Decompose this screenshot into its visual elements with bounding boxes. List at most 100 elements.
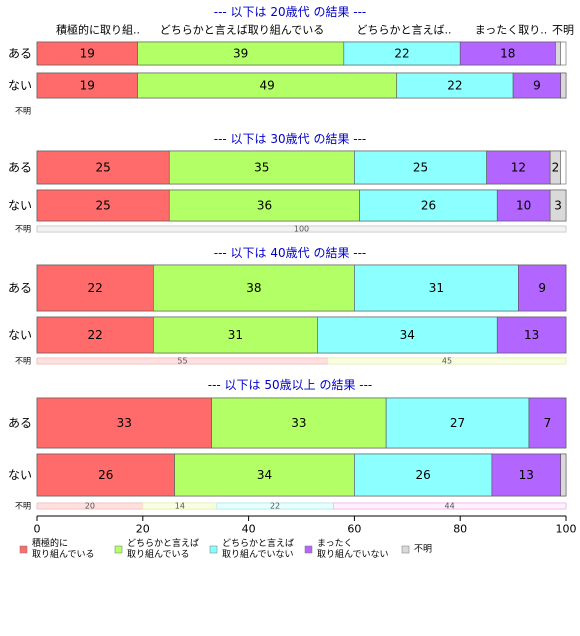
column-header: 積極的に取り組.. <box>56 23 140 37</box>
bar-segment <box>496 189 551 222</box>
bar-segment <box>153 264 355 312</box>
unknown-segment <box>327 357 567 365</box>
unknown-row-label: 不明 <box>15 357 31 366</box>
data-label: 38 <box>246 281 261 295</box>
row-label: ない <box>8 468 32 482</box>
unknown-label: 100 <box>294 225 309 234</box>
legend-swatch <box>209 545 218 554</box>
legend-label: 取り組んでいない <box>317 548 389 560</box>
bar-segment <box>528 397 567 449</box>
legend-swatch <box>114 545 123 554</box>
bar-segment <box>36 316 154 354</box>
data-label: 19 <box>80 47 95 61</box>
data-label: 22 <box>447 79 462 93</box>
panel-title: --- 以下は 30歳代 の結果 --- <box>214 132 367 146</box>
unknown-segment <box>36 225 567 233</box>
x-tick-label: 0 <box>34 523 41 536</box>
data-label: 7 <box>544 416 552 430</box>
data-label: 19 <box>80 79 95 93</box>
data-label: 49 <box>259 79 274 93</box>
data-label: 22 <box>88 328 103 342</box>
legend-label: 取り組んでいる <box>32 548 95 560</box>
unknown-label: 55 <box>177 357 187 366</box>
bar-segment <box>168 189 360 222</box>
bar-segment <box>512 72 562 99</box>
data-label: 10 <box>516 199 531 213</box>
panel-title: --- 以下は 50歳以上 の結果 --- <box>208 378 373 392</box>
unknown-label: 44 <box>445 502 455 511</box>
panel-title: --- 以下は 20歳代 の結果 --- <box>214 5 367 19</box>
data-label: 31 <box>429 281 444 295</box>
bar-segment <box>36 150 170 185</box>
unknown-row-label: 不明 <box>15 502 31 511</box>
bar-segment <box>354 150 487 185</box>
bar-segment <box>560 72 567 99</box>
legend-swatch <box>19 545 28 554</box>
x-tick-label: 60 <box>347 523 361 536</box>
bar-segment <box>168 150 355 185</box>
data-label: 2 <box>552 161 560 175</box>
data-label: 26 <box>98 468 113 482</box>
legend-label: 不明 <box>414 544 432 555</box>
unknown-row-label: 不明 <box>15 107 31 116</box>
row-label: ない <box>8 328 32 342</box>
column-header: どちらかと言えば.. <box>357 24 452 37</box>
bar-segment <box>486 150 551 185</box>
data-label: 13 <box>524 328 539 342</box>
legend-label: どちらかと言えば <box>127 537 199 549</box>
unknown-label: 14 <box>175 502 185 511</box>
data-label: 13 <box>519 468 534 482</box>
legend-label: 取り組んでいる <box>127 548 190 560</box>
data-label: 22 <box>88 281 103 295</box>
row-label: ない <box>8 79 32 93</box>
data-label: 39 <box>233 47 248 61</box>
row-label: ある <box>8 161 32 175</box>
column-header: まったく取り.. <box>475 24 548 37</box>
data-label: 18 <box>500 47 515 61</box>
data-label: 35 <box>254 161 269 175</box>
bar-segment <box>549 189 567 222</box>
bar-segment <box>496 316 567 354</box>
bar-segment <box>555 41 562 66</box>
panel-title: --- 以下は 40歳代 の結果 --- <box>214 246 367 260</box>
bar-segment <box>518 264 567 312</box>
bar-segment <box>174 453 355 497</box>
data-label: 31 <box>228 328 243 342</box>
row-label: ある <box>8 416 32 430</box>
bar-segment <box>385 397 530 449</box>
data-label: 34 <box>257 468 272 482</box>
column-header: 不明 <box>552 24 574 37</box>
data-label: 26 <box>416 468 431 482</box>
bar-segment <box>359 189 498 222</box>
x-tick-label: 100 <box>556 523 577 536</box>
bar-segment <box>560 453 567 497</box>
x-tick-label: 20 <box>136 523 150 536</box>
bar-segment <box>36 264 154 312</box>
bar-segment <box>137 72 398 99</box>
unknown-label: 45 <box>442 357 452 366</box>
legend-label: まったく <box>317 538 353 549</box>
data-label: 3 <box>554 199 562 213</box>
unknown-label: 22 <box>270 502 280 511</box>
bar-segment <box>36 453 175 497</box>
data-label: 27 <box>450 416 465 430</box>
column-header: どちらかと言えば取り組んでいる <box>160 24 324 37</box>
data-label: 25 <box>413 161 428 175</box>
legend-swatch <box>401 545 410 554</box>
bar-segment <box>396 72 514 99</box>
data-label: 33 <box>117 416 132 430</box>
bar-segment <box>354 453 493 497</box>
bar-segment <box>549 150 562 185</box>
bar-segment <box>354 264 519 312</box>
legend-label: 積極的に <box>32 537 68 549</box>
data-label: 25 <box>95 199 110 213</box>
row-label: ある <box>8 281 32 295</box>
bar-segment <box>153 316 318 354</box>
unknown-label: 20 <box>85 502 95 511</box>
x-tick-label: 40 <box>242 523 256 536</box>
legend-swatch <box>304 545 313 554</box>
unknown-segment <box>332 502 567 510</box>
bar-segment <box>36 397 212 449</box>
legend-label: どちらかと言えば <box>222 537 294 549</box>
